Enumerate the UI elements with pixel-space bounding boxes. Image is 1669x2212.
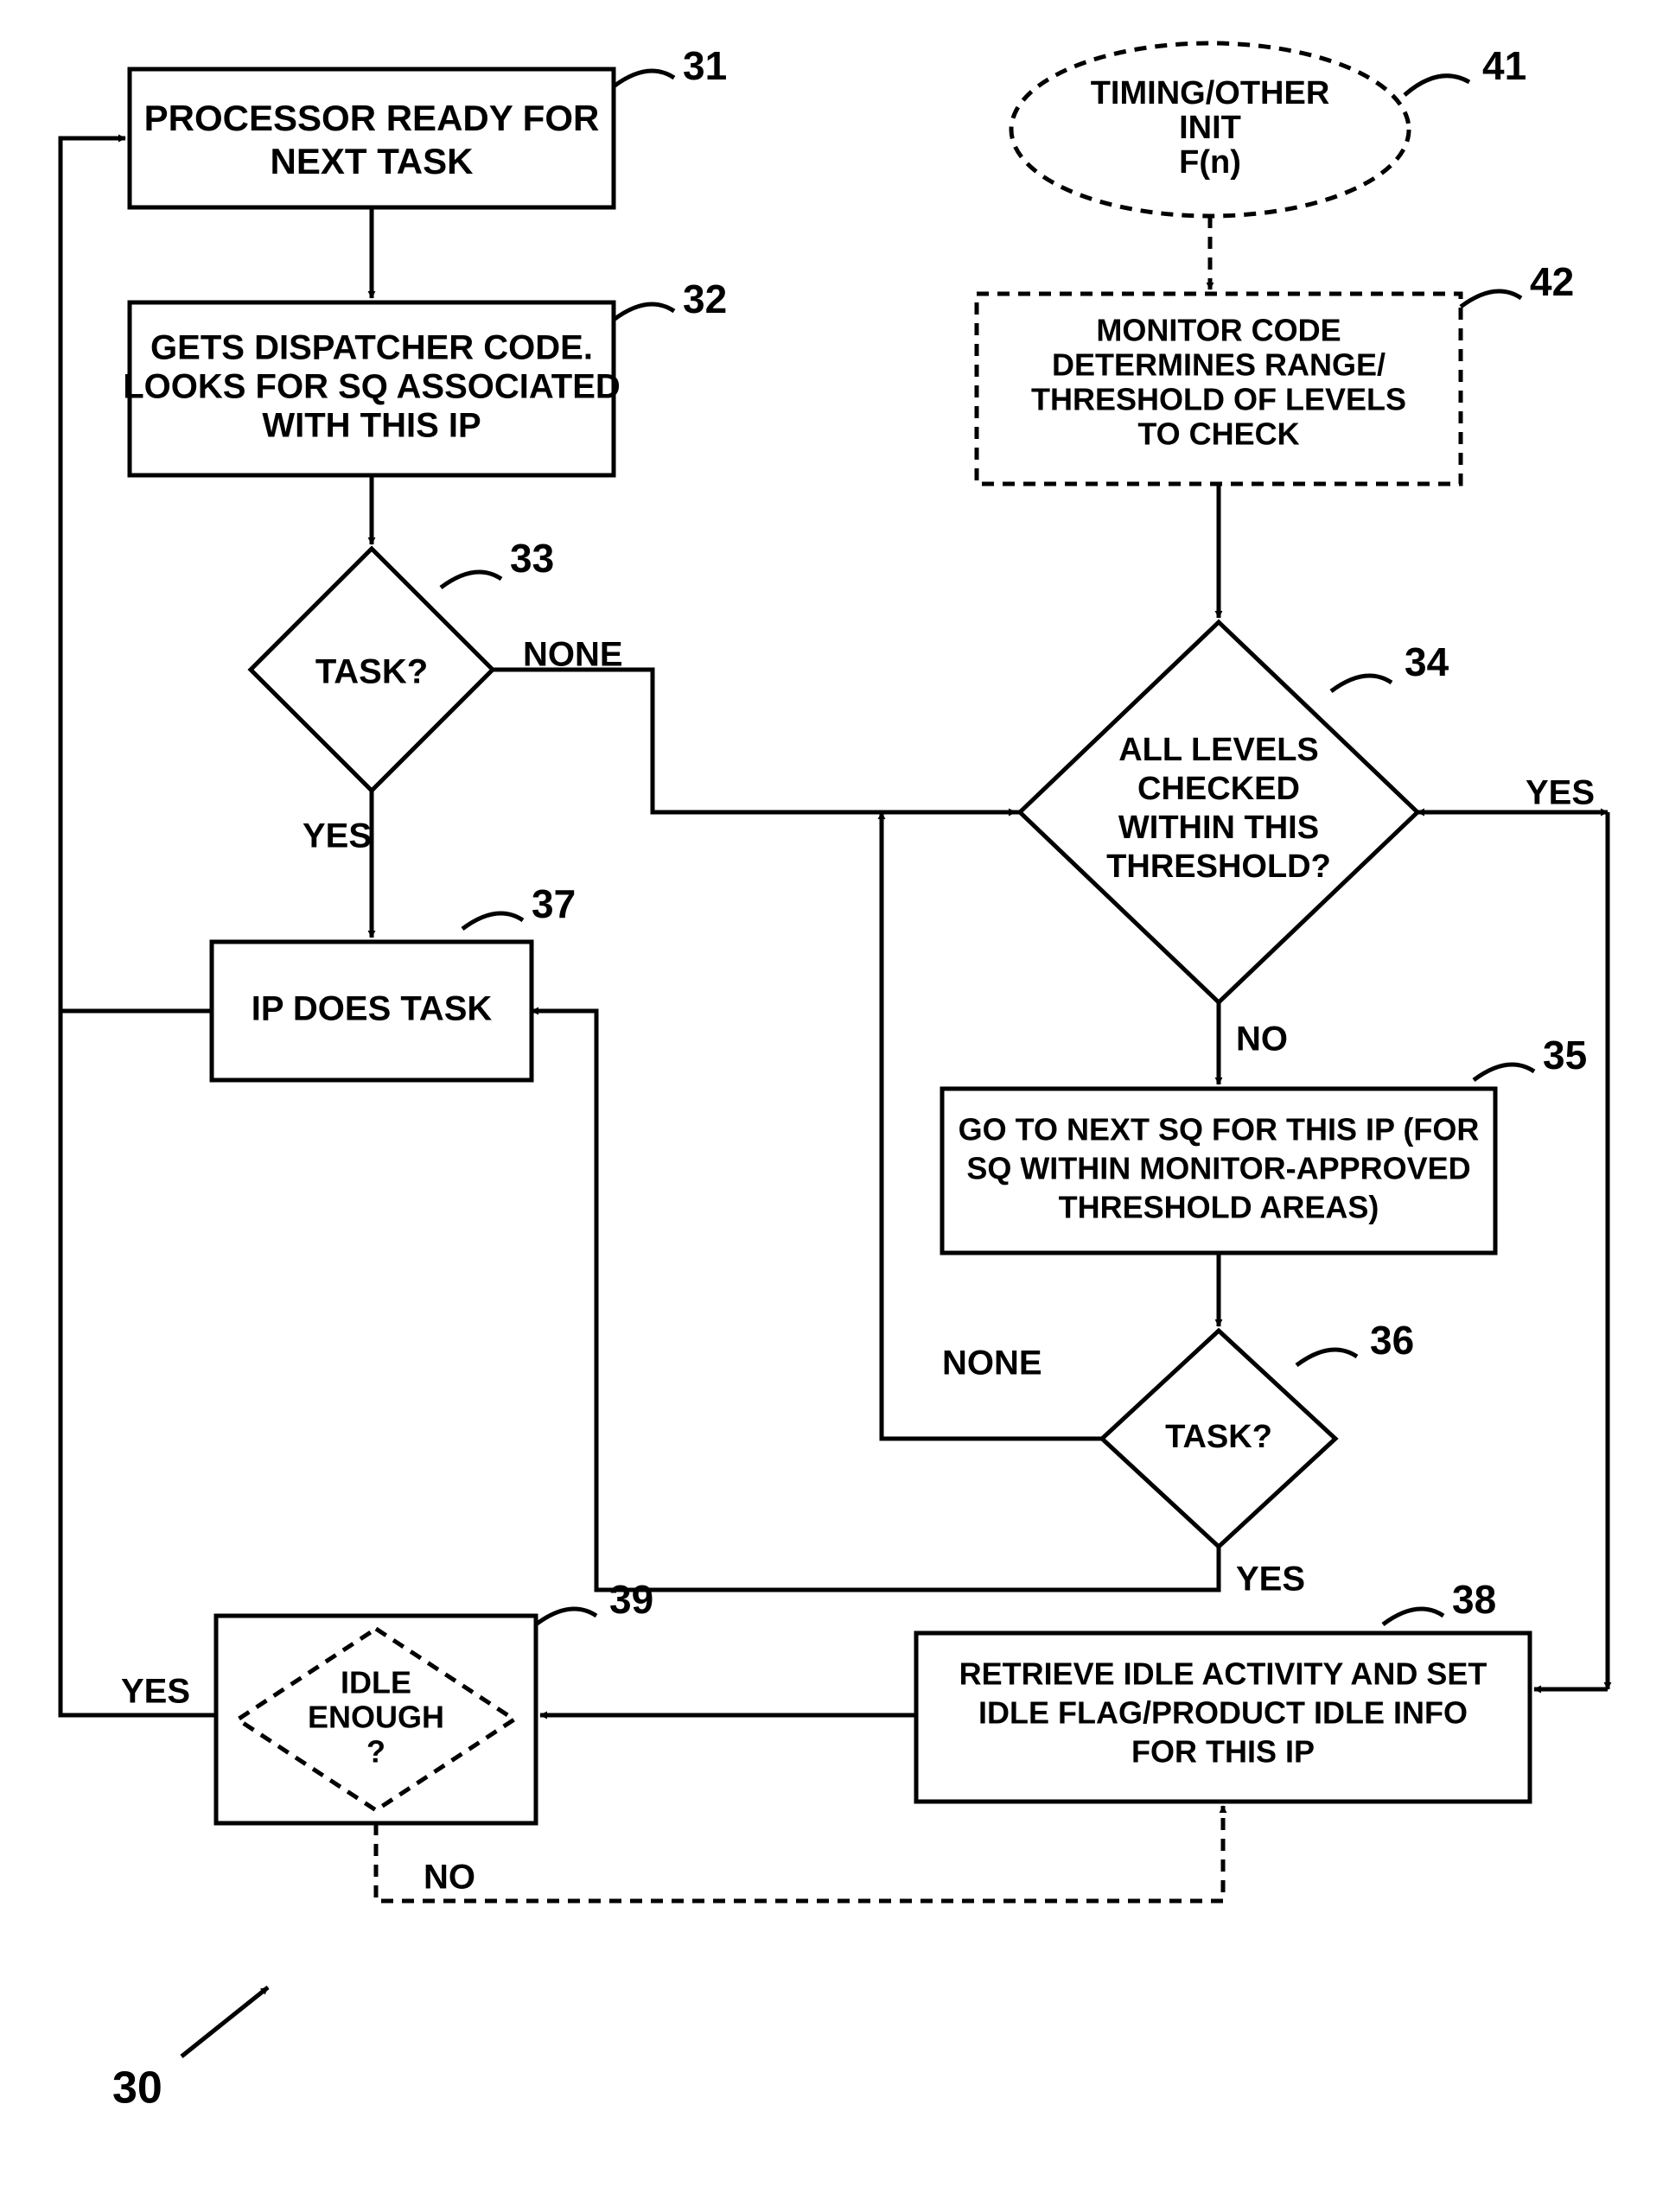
ref-35: 35: [1543, 1033, 1587, 1077]
node-41-text-2: INIT: [1179, 110, 1241, 146]
node-31-text-1: PROCESSOR READY FOR: [144, 98, 600, 138]
leader-37: [462, 913, 523, 929]
ref-32: 32: [683, 276, 727, 321]
leader-38: [1383, 1609, 1443, 1624]
label-34-yes: YES: [1526, 774, 1595, 812]
node-32-text-1: GETS DISPATCHER CODE.: [150, 329, 593, 367]
leader-36: [1296, 1350, 1357, 1365]
node-34-text-3: WITHIN THIS: [1118, 810, 1319, 846]
label-36-none: NONE: [942, 1344, 1042, 1382]
node-41-text-1: TIMING/OTHER: [1091, 75, 1330, 111]
ref-33: 33: [510, 536, 554, 581]
node-42-text-1: MONITOR CODE: [1096, 313, 1341, 348]
node-38-text-2: IDLE FLAG/PRODUCT IDLE INFO: [978, 1695, 1468, 1731]
label-33-yes: YES: [303, 817, 372, 855]
leader-41: [1405, 76, 1469, 95]
node-35-text-1: GO TO NEXT SQ FOR THIS IP (FOR: [959, 1112, 1480, 1147]
node-42-text-4: TO CHECK: [1137, 416, 1299, 452]
node-35-text-2: SQ WITHIN MONITOR-APPROVED: [966, 1151, 1470, 1186]
node-34-text-1: ALL LEVELS: [1118, 732, 1319, 768]
leader-39: [536, 1609, 596, 1624]
ref-42: 42: [1530, 259, 1574, 304]
leader-35: [1474, 1065, 1534, 1080]
leader-31: [614, 71, 674, 86]
ref-41: 41: [1482, 43, 1526, 88]
node-32-text-3: WITH THIS IP: [262, 407, 481, 445]
figure-label: 30: [112, 2063, 162, 2113]
node-32-text-2: LOOKS FOR SQ ASSOCIATED: [123, 368, 621, 406]
label-39-no: NO: [424, 1859, 475, 1897]
ref-34: 34: [1405, 639, 1449, 684]
leader-34: [1331, 676, 1392, 691]
flowchart-diagram: PROCESSOR READY FOR NEXT TASK 31 GETS DI…: [0, 0, 1669, 2212]
node-41-text-3: F(n): [1179, 144, 1241, 181]
leader-33: [441, 572, 501, 588]
leader-32: [614, 304, 674, 320]
node-36-text: TASK?: [1165, 1419, 1272, 1455]
leader-42: [1461, 291, 1521, 307]
edge-37-31: [61, 138, 212, 1011]
label-34-no: NO: [1236, 1020, 1288, 1058]
ref-39: 39: [609, 1577, 653, 1622]
node-42-text-2: DETERMINES RANGE/: [1052, 347, 1386, 383]
node-39-text-2: ENOUGH: [308, 1700, 444, 1735]
node-38-text-3: FOR THIS IP: [1131, 1734, 1315, 1770]
ref-37: 37: [532, 881, 576, 926]
node-39-text-1: IDLE: [341, 1665, 411, 1700]
node-34-text-4: THRESHOLD?: [1106, 849, 1331, 885]
node-33-text: TASK?: [315, 653, 428, 691]
node-37-text: IP DOES TASK: [252, 990, 493, 1028]
ref-36: 36: [1370, 1318, 1414, 1363]
node-39-text-3: ?: [366, 1734, 385, 1770]
ref-38: 38: [1452, 1577, 1496, 1622]
node-34-text-2: CHECKED: [1137, 771, 1300, 807]
edge-33-34: [493, 670, 1098, 812]
label-36-yes: YES: [1236, 1560, 1305, 1599]
node-42-text-3: THRESHOLD OF LEVELS: [1031, 382, 1406, 417]
label-39-yes: YES: [121, 1673, 190, 1711]
node-38-text-1: RETRIEVE IDLE ACTIVITY AND SET: [959, 1656, 1487, 1692]
leader-30: [182, 1987, 268, 2056]
edge-39-yes: [61, 1011, 216, 1715]
ref-31: 31: [683, 43, 727, 88]
node-35-text-3: THRESHOLD AREAS): [1059, 1190, 1379, 1225]
node-31-text-2: NEXT TASK: [271, 141, 474, 181]
